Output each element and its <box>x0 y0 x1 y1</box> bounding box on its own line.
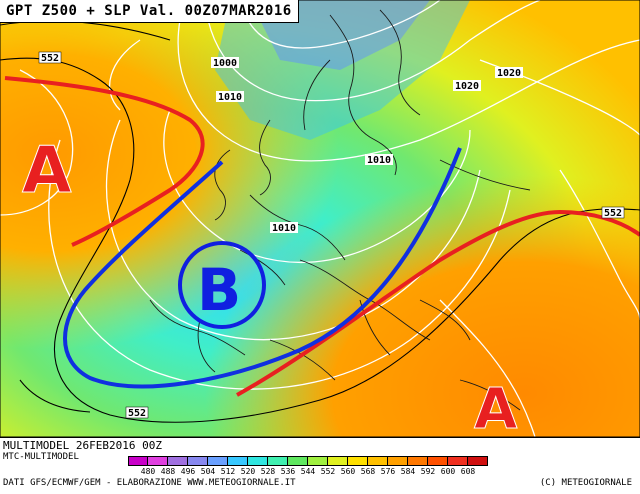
legend-tick-label: 512 <box>220 467 236 476</box>
legend-tick-label: 552 <box>320 467 336 476</box>
legend-swatch <box>188 456 208 466</box>
isobar-label-1010-a: 1010 <box>218 92 242 103</box>
ridge-axis-west <box>4 76 205 247</box>
isobar-label-bg <box>270 222 298 233</box>
isobar-label-1020-b: 1020 <box>497 68 521 79</box>
low-pressure-ring <box>178 241 266 329</box>
legend-tick-label: 504 <box>200 467 216 476</box>
legend-swatch <box>148 456 168 466</box>
height-label-bg <box>601 206 625 219</box>
legend-tick-label: 584 <box>400 467 416 476</box>
legend-swatch <box>368 456 388 466</box>
legend-tick-label: 488 <box>160 467 176 476</box>
legend-swatch <box>408 456 428 466</box>
legend-tick-label: 576 <box>380 467 396 476</box>
legend-swatch <box>388 456 408 466</box>
legend-swatch <box>428 456 448 466</box>
copyright-text: (C) METEOGIORNALE <box>539 478 632 488</box>
isobar-label-1000: 1000 <box>213 58 237 69</box>
height-label-bg <box>38 51 62 64</box>
model-label: MTC-MULTIMODEL <box>3 452 79 462</box>
legend-swatch <box>268 456 288 466</box>
isobar-label-bg <box>211 57 239 68</box>
high-field-east <box>0 0 640 437</box>
isobar-label-1020-a: 1020 <box>455 81 479 92</box>
isobar-label-1010-b: 1010 <box>367 155 391 166</box>
legend-tick-label: 560 <box>340 467 356 476</box>
isobar-label-bg <box>453 80 481 91</box>
legend-tick-label: 608 <box>460 467 476 476</box>
map-title: GPT Z500 + SLP Val. 00Z07MAR2016 <box>0 0 299 23</box>
high-pressure-marker-east: A <box>474 377 518 437</box>
weather-map: 990 1000 1010 1010 1010 1020 1020 552 55… <box>0 0 640 437</box>
legend-tick-label: 536 <box>280 467 296 476</box>
legend-swatch <box>248 456 268 466</box>
isobar-label-bg <box>495 67 523 78</box>
height-label-552-a: 552 <box>41 53 59 64</box>
legend-tick-label: 496 <box>180 467 196 476</box>
legend-swatch <box>208 456 228 466</box>
ridge-axis-east <box>236 209 640 397</box>
isobar-label-bg <box>216 91 244 102</box>
map-footer: MULTIMODEL 26FEB2016 00Z MTC-MULTIMODEL … <box>0 437 640 494</box>
legend-swatch <box>128 456 148 466</box>
high-pressure-marker-west: A <box>22 134 72 208</box>
legend-tick-label: 568 <box>360 467 376 476</box>
isobar-label-1010-c: 1010 <box>272 223 296 234</box>
legend-tick-label: 600 <box>440 467 456 476</box>
credits-text: DATI GFS/ECMWF/GEM - ELABORAZIONE WWW.ME… <box>3 478 296 488</box>
legend-swatch <box>168 456 188 466</box>
legend-swatch <box>348 456 368 466</box>
legend-tick-label: 592 <box>420 467 436 476</box>
legend-tick-label: 520 <box>240 467 256 476</box>
run-label: MULTIMODEL 26FEB2016 00Z <box>3 439 162 452</box>
legend-swatch <box>328 456 348 466</box>
height-label-bg <box>125 406 149 419</box>
isobar-label-bg <box>365 154 393 165</box>
coastlines <box>149 9 531 411</box>
legend-swatch <box>468 456 488 466</box>
legend-ticks: 480 488 496 504 512 520 528 536 544 552 560 568 576 5… <box>138 467 478 476</box>
trough-axis <box>63 147 462 389</box>
legend-swatch <box>448 456 468 466</box>
legend-swatch <box>288 456 308 466</box>
height-label-552-b: 552 <box>604 208 622 219</box>
color-legend <box>128 456 488 466</box>
low-pressure-marker: B <box>197 256 241 324</box>
legend-tick-label: 480 <box>140 467 156 476</box>
legend-tick-label: 544 <box>300 467 316 476</box>
height-label-552-c: 552 <box>128 408 146 419</box>
legend-tick-label: 528 <box>260 467 276 476</box>
legend-swatch <box>308 456 328 466</box>
legend-swatch <box>228 456 248 466</box>
